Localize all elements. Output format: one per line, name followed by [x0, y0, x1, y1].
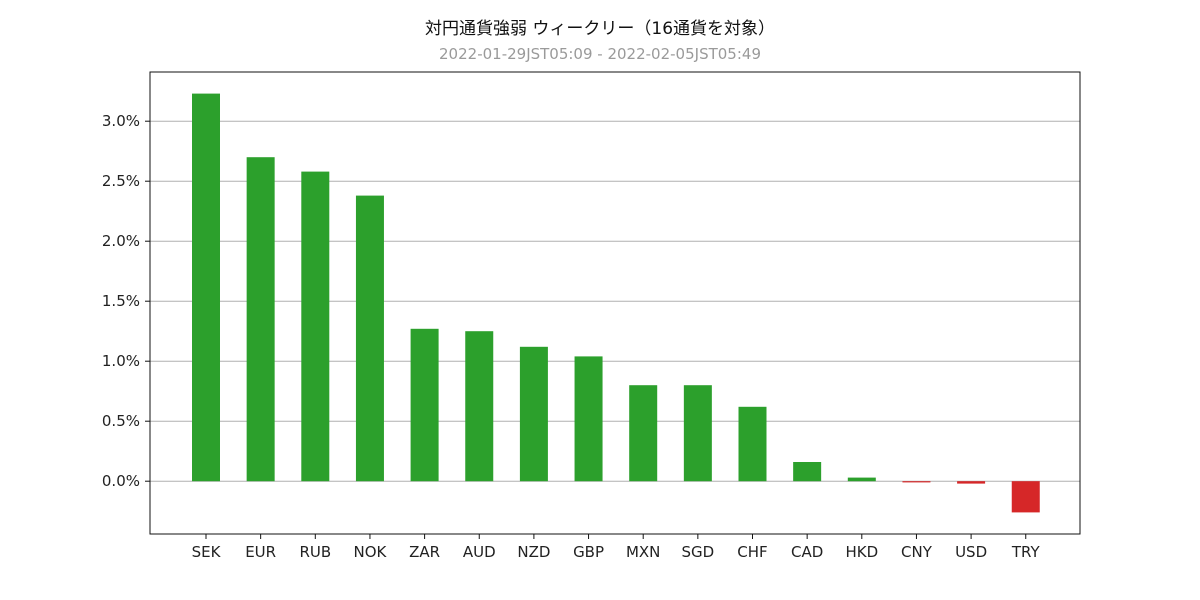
bar-sgd [683, 385, 712, 482]
x-tick-label: RUB [299, 543, 331, 561]
x-tick-label: TRY [1011, 543, 1041, 561]
x-tick-label: EUR [245, 543, 276, 561]
bar-hkd [847, 477, 876, 482]
y-tick-label: 2.0% [102, 232, 140, 250]
bar-mxn [629, 385, 658, 482]
y-axis-ticks: 0.0% 0.5% 1.0% 1.5% 2.0% 2.5% 3.0% [102, 112, 150, 490]
bar-try [1011, 481, 1040, 513]
bar-cny [902, 481, 931, 483]
bar-rub [301, 171, 330, 482]
x-tick-label: GBP [573, 543, 604, 561]
chart-title: 対円通貨強弱 ウィークリー（16通貨を対象） [425, 19, 775, 39]
y-tick-label: 3.0% [102, 112, 140, 130]
y-tick-label: 0.0% [102, 472, 140, 490]
x-tick-label: CHF [737, 543, 767, 561]
y-tick-label: 2.5% [102, 172, 140, 190]
bar-usd [957, 481, 986, 484]
y-tick-label: 1.5% [102, 292, 140, 310]
y-tick-label: 1.0% [102, 352, 140, 370]
bar-sek [192, 93, 220, 482]
x-tick-label: NOK [354, 543, 388, 561]
bars [192, 93, 1040, 513]
x-tick-label: CNY [901, 543, 933, 561]
x-tick-label: MXN [626, 543, 660, 561]
x-tick-label: SGD [681, 543, 714, 561]
bar-aud [465, 331, 494, 482]
x-tick-label: CAD [791, 543, 823, 561]
chart-subtitle: 2022-01-29JST05:09 - 2022-02-05JST05:49 [439, 45, 761, 63]
x-tick-label: SEK [192, 543, 222, 561]
grid-lines [150, 120, 1080, 482]
plot-frame [149, 71, 1081, 535]
y-tick-label: 0.5% [102, 412, 140, 430]
x-tick-label: USD [955, 543, 987, 561]
bar-nok [355, 195, 384, 482]
bar-cad [793, 462, 822, 482]
bar-zar [410, 328, 439, 482]
bar-gbp [574, 356, 603, 482]
bar-nzd [519, 346, 548, 482]
x-tick-label: HKD [845, 543, 878, 561]
x-tick-label: ZAR [409, 543, 440, 561]
x-axis-ticks: SEK EUR RUB NOK ZAR AUD NZD GBP MXN SGD CHF CAD HKD C… [192, 534, 1041, 561]
x-tick-label: AUD [463, 543, 496, 561]
bar-chf [738, 406, 767, 482]
bar-eur [246, 157, 275, 482]
x-tick-label: NZD [517, 543, 550, 561]
